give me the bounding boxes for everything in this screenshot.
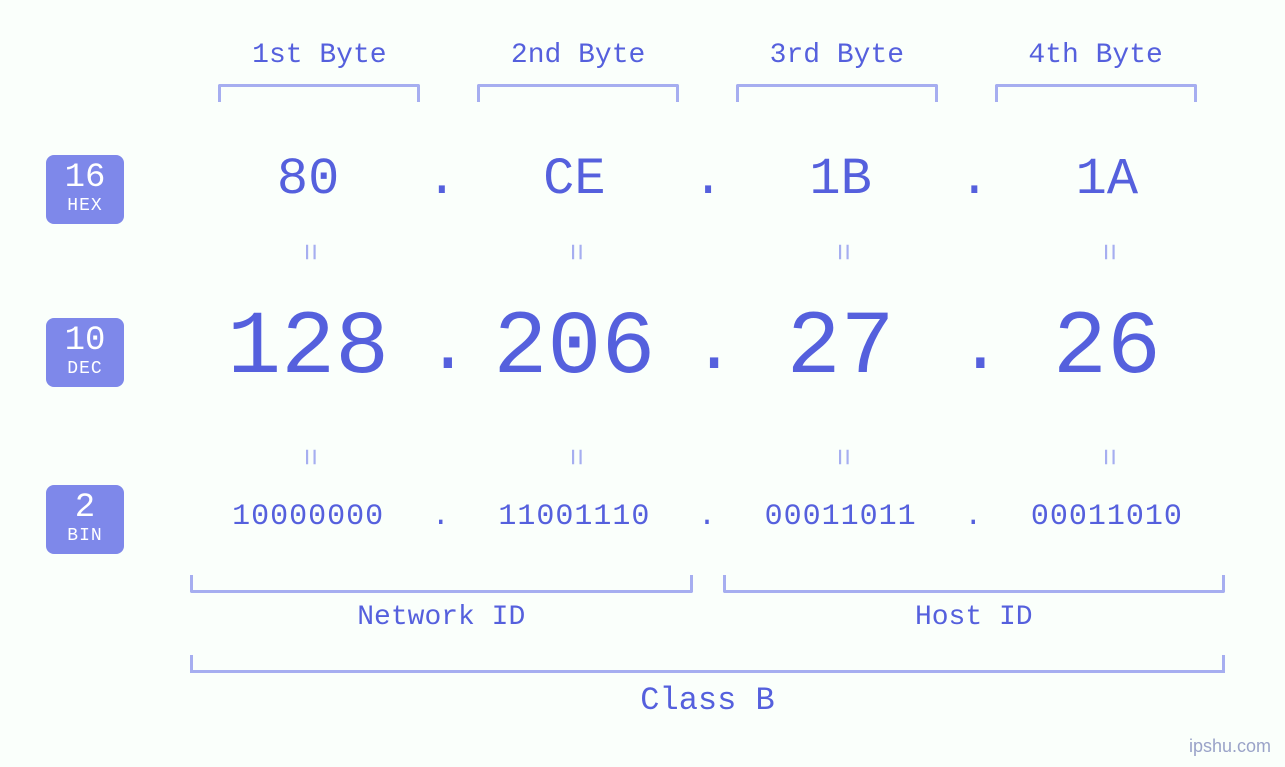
base-badge-hex: 16 HEX <box>46 155 124 224</box>
equals-icon: = <box>824 339 858 575</box>
class-bracket-icon <box>190 655 1225 673</box>
base-number: 10 <box>46 324 124 360</box>
dot-separator: . <box>426 150 456 209</box>
bin-byte: 00011011 <box>723 500 959 534</box>
byte-header: 3rd Byte <box>708 40 967 71</box>
dot-separator: . <box>426 500 456 534</box>
equals-row: = = = = <box>190 235 1225 269</box>
dot-separator: . <box>693 150 723 209</box>
base-badge-dec: 10 DEC <box>46 318 124 387</box>
bracket-icon <box>723 575 1226 593</box>
byte-header: 2nd Byte <box>449 40 708 71</box>
bracket-icon <box>995 84 1197 102</box>
dot-separator: . <box>959 150 989 209</box>
byte-header-brackets <box>190 84 1225 102</box>
byte-header-row: 1st Byte 2nd Byte 3rd Byte 4th Byte <box>190 40 1225 71</box>
ip-bases-diagram: 1st Byte 2nd Byte 3rd Byte 4th Byte 16 H… <box>0 0 1285 767</box>
dot-separator: . <box>693 500 723 534</box>
bin-byte: 10000000 <box>190 500 426 534</box>
equals-row: = = = = <box>190 440 1225 474</box>
class-label: Class B <box>190 682 1225 719</box>
equals-icon: = <box>1090 339 1124 575</box>
host-id-label: Host ID <box>723 602 1226 633</box>
hex-row: 80 . CE . 1B . 1A <box>190 150 1225 209</box>
dot-separator: . <box>959 500 989 534</box>
bin-row: 10000000 . 11001110 . 00011011 . 0001101… <box>190 500 1225 534</box>
dec-row: 128 . 206 . 27 . 26 <box>190 298 1225 400</box>
byte-header: 1st Byte <box>190 40 449 71</box>
network-id-label: Network ID <box>190 602 693 633</box>
bin-byte: 11001110 <box>456 500 692 534</box>
bracket-icon <box>736 84 938 102</box>
dot-separator: . <box>959 308 989 390</box>
byte-header: 4th Byte <box>966 40 1225 71</box>
base-number: 16 <box>46 161 124 197</box>
dot-separator: . <box>426 308 456 390</box>
bin-byte: 00011010 <box>989 500 1225 534</box>
base-label: HEX <box>46 197 124 216</box>
base-number: 2 <box>46 491 124 527</box>
base-label: BIN <box>46 527 124 546</box>
dot-separator: . <box>693 308 723 390</box>
equals-icon: = <box>557 339 591 575</box>
net-host-labels: Network ID Host ID <box>190 602 1225 633</box>
watermark: ipshu.com <box>1189 736 1271 757</box>
base-badge-bin: 2 BIN <box>46 485 124 554</box>
equals-icon: = <box>291 339 325 575</box>
base-label: DEC <box>46 360 124 379</box>
bracket-icon <box>477 84 679 102</box>
bracket-icon <box>190 575 693 593</box>
bracket-icon <box>218 84 420 102</box>
net-host-brackets <box>190 575 1225 593</box>
